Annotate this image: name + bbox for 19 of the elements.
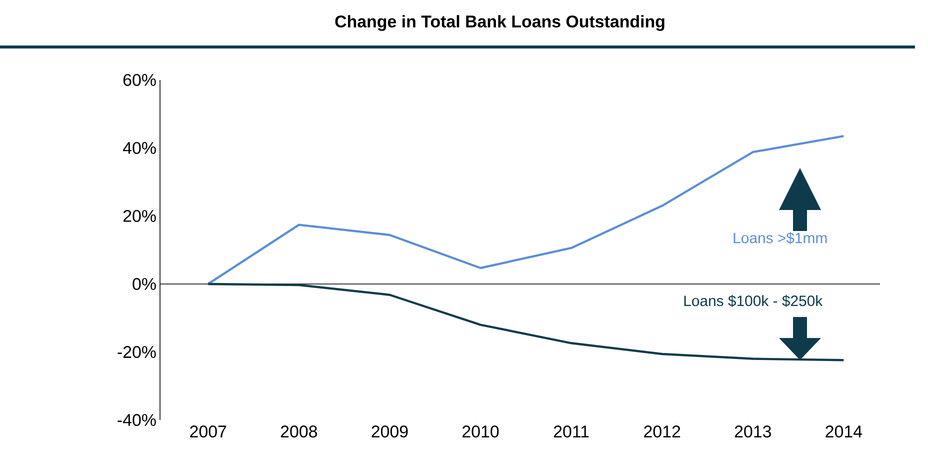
x-tick-label: 2008 xyxy=(280,426,318,438)
y-tick-label: 0% xyxy=(132,278,156,290)
text: Loans >$1mm xyxy=(734,232,827,244)
y-tick-label: 20% xyxy=(123,210,156,222)
x-tick-label: 2013 xyxy=(734,426,771,438)
x-tick-label: 2014 xyxy=(826,426,862,438)
chart-title: Change in Total Bank Loans Outstanding xyxy=(335,15,664,31)
x-tick-label: 2007 xyxy=(190,426,226,438)
line-series xyxy=(207,134,845,286)
x-tick-label: 2012 xyxy=(644,426,680,438)
x-tick-label: 2010 xyxy=(462,426,499,438)
y-tick-label: 60% xyxy=(123,74,156,86)
y-tick-label: -40% xyxy=(118,414,156,426)
line-series xyxy=(207,282,845,362)
x-tick-label: 2009 xyxy=(372,426,408,438)
y-tick-label: -20% xyxy=(118,346,156,358)
x-tick-label: 2011 xyxy=(554,426,589,438)
y-tick-label: 40% xyxy=(122,142,156,154)
text: Loans $100k - $250k xyxy=(684,294,823,308)
